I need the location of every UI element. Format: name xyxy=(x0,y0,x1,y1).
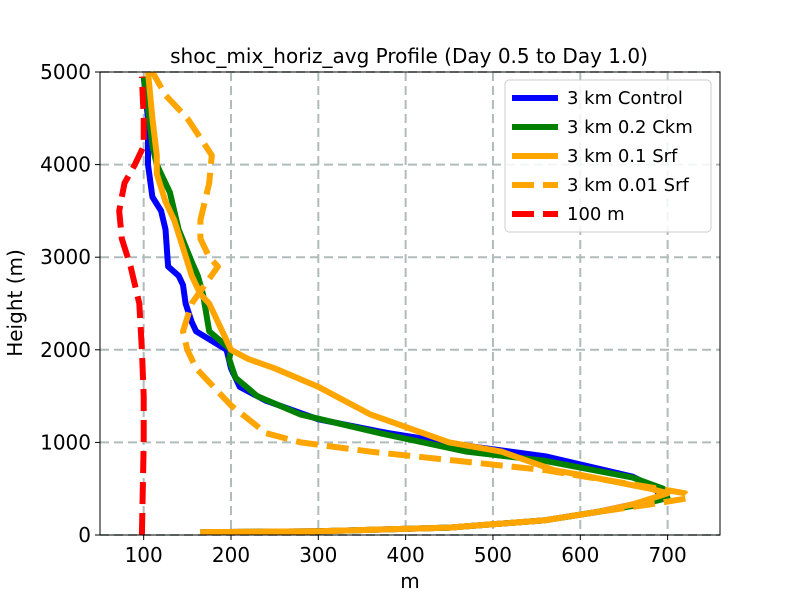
x-tick-label: 600 xyxy=(561,543,599,567)
y-tick-label: 3000 xyxy=(40,245,91,269)
y-tick-label: 4000 xyxy=(40,153,91,177)
legend-label-5: 100 m xyxy=(567,204,625,225)
legend-label-2: 3 km 0.2 Ckm xyxy=(567,117,693,138)
x-tick-label: 500 xyxy=(474,543,512,567)
y-tick-label: 1000 xyxy=(40,430,91,454)
series-line-4 xyxy=(149,70,693,536)
x-tick-label: 400 xyxy=(387,543,425,567)
chart-title: shoc_mix_horiz_avg Profile (Day 0.5 to D… xyxy=(170,44,648,68)
y-tick-label: 0 xyxy=(78,523,91,547)
x-tick-label: 200 xyxy=(212,543,250,567)
legend: 3 km Control 3 km 0.2 Ckm 3 km 0.1 Srf 3 km… xyxy=(504,79,712,233)
y-axis-label: Height (m) xyxy=(3,249,27,357)
x-axis: 100 200 300 400 500 600 700 xyxy=(125,535,687,567)
legend-label-1: 3 km Control xyxy=(567,88,683,109)
legend-box xyxy=(504,79,712,233)
plot-frame xyxy=(99,71,721,536)
x-axis-label: m xyxy=(400,569,419,593)
x-tick-label: 300 xyxy=(299,543,337,567)
y-tick-label: 5000 xyxy=(40,60,91,84)
legend-label-3: 3 km 0.1 Srf xyxy=(567,146,678,167)
legend-label-4: 3 km 0.01 Srf xyxy=(567,175,689,196)
x-tick-label: 100 xyxy=(125,543,163,567)
series-line-5 xyxy=(116,76,147,536)
y-axis: 0 1000 2000 3000 4000 5000 xyxy=(40,60,100,547)
series-group xyxy=(116,70,693,536)
x-tick-label: 700 xyxy=(649,543,687,567)
y-tick-label: 2000 xyxy=(40,338,91,362)
